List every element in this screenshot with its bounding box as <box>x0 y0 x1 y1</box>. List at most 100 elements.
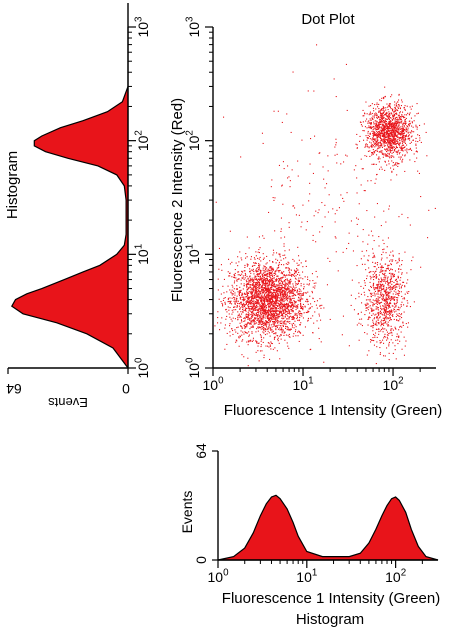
scatter-point <box>403 354 405 356</box>
scatter-point <box>367 122 369 124</box>
scatter-point <box>234 318 236 320</box>
scatter-point <box>365 304 367 306</box>
scatter-point <box>387 311 389 313</box>
scatter-point <box>269 328 271 330</box>
scatter-point <box>267 280 269 282</box>
scatter-point <box>265 281 267 283</box>
scatter-point <box>264 278 266 280</box>
scatter-point <box>387 147 389 149</box>
scatter-point <box>220 301 222 303</box>
scatter-point <box>375 145 377 147</box>
scatter-point <box>391 274 393 276</box>
scatter-point <box>257 345 259 347</box>
scatter-point <box>249 285 251 287</box>
scatter-point <box>290 306 292 308</box>
scatter-point <box>261 339 263 341</box>
scatter-point <box>392 314 394 316</box>
scatter-point <box>369 281 371 283</box>
scatter-point <box>255 308 257 310</box>
scatter-point <box>296 290 298 292</box>
scatter-point <box>238 293 240 295</box>
scatter-point <box>398 93 400 95</box>
scatter-point <box>368 350 370 352</box>
scatter-point <box>271 315 273 317</box>
scatter-point <box>373 128 375 130</box>
scatter-point <box>405 127 407 129</box>
scatter-point <box>375 138 377 140</box>
scatter-point <box>287 288 289 290</box>
scatter-point <box>384 121 386 123</box>
scatter-point <box>389 134 391 136</box>
scatter-point <box>370 278 372 280</box>
scatter-point <box>267 285 269 287</box>
scatter-point <box>277 295 279 297</box>
scatter-point <box>356 324 358 326</box>
scatter-point <box>400 128 402 130</box>
scatter-point <box>254 291 256 293</box>
scatter-point <box>266 276 268 278</box>
scatter-point <box>242 271 244 273</box>
scatter-point <box>274 297 276 299</box>
scatter-point <box>246 297 248 299</box>
scatter-point <box>279 287 281 289</box>
scatter-point <box>374 256 376 258</box>
scatter-point <box>254 309 256 311</box>
scatter-point <box>383 243 385 245</box>
scatter-point <box>316 44 318 46</box>
scatter-point <box>283 288 285 290</box>
scatter-point <box>276 317 278 319</box>
scatter-point <box>402 111 404 113</box>
scatter-point <box>255 313 257 315</box>
scatter-point <box>377 135 379 137</box>
scatter-point <box>400 105 402 107</box>
scatter-point <box>282 281 284 283</box>
scatter-point <box>366 302 368 304</box>
scatter-point <box>272 295 274 297</box>
scatter-point <box>265 297 267 299</box>
scatter-point <box>367 243 369 245</box>
scatter-point <box>296 318 298 320</box>
scatter-point <box>300 277 302 279</box>
scatter-point <box>267 328 269 330</box>
scatter-point <box>380 259 382 261</box>
scatter-point <box>385 118 387 120</box>
scatter-point <box>296 305 298 307</box>
scatter-point <box>316 307 318 309</box>
scatter-point <box>407 302 409 304</box>
scatter-point <box>391 113 393 115</box>
scatter-point <box>281 320 283 322</box>
scatter-point <box>381 128 383 130</box>
scatter-point <box>387 139 389 141</box>
scatter-point <box>309 193 311 195</box>
scatter-point <box>279 294 281 296</box>
scatter-point <box>281 299 283 301</box>
scatter-point <box>381 108 383 110</box>
scatter-point <box>278 283 280 285</box>
scatter-point <box>258 284 260 286</box>
scatter-point <box>274 306 276 308</box>
scatter-point <box>376 336 378 338</box>
scatter-point <box>250 291 252 293</box>
scatter-point <box>287 280 289 282</box>
scatter-point <box>261 274 263 276</box>
scatter-point <box>376 283 378 285</box>
scatter-point <box>395 122 397 124</box>
scatter-point <box>334 154 336 156</box>
scatter-point <box>326 183 328 185</box>
scatter-point <box>284 287 286 289</box>
scatter-point <box>375 298 377 300</box>
scatter-point <box>388 123 390 125</box>
scatter-point <box>261 281 263 283</box>
scatter-point <box>273 321 275 323</box>
scatter-point <box>252 280 254 282</box>
scatter-point <box>364 332 366 334</box>
scatter-point <box>402 298 404 300</box>
scatter-point <box>363 130 365 132</box>
scatter-point <box>394 120 396 122</box>
scatter-point <box>273 272 275 274</box>
scatter-point <box>281 185 283 187</box>
scatter-point <box>404 154 406 156</box>
scatter-point <box>386 246 388 248</box>
scatter-point <box>385 137 387 139</box>
scatter-point <box>385 122 387 124</box>
